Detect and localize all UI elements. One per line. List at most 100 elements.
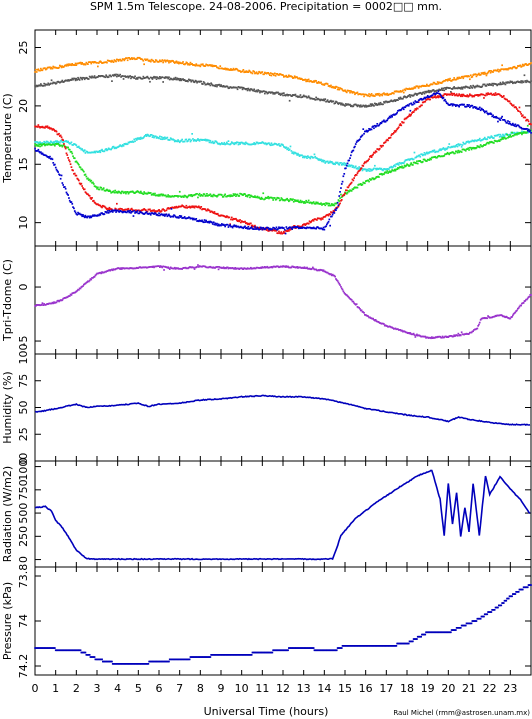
data-point [261, 141, 264, 143]
data-point [364, 168, 366, 170]
data-point [270, 651, 273, 654]
data-point [97, 65, 99, 68]
data-point [415, 93, 417, 95]
data-point [87, 177, 89, 180]
data-point [38, 143, 40, 146]
data-point [339, 202, 341, 205]
data-point [286, 230, 288, 232]
data-point [134, 663, 136, 665]
data-point [221, 142, 223, 144]
data-point [474, 106, 476, 108]
data-point [412, 164, 414, 166]
data-point [426, 96, 428, 99]
data-point [518, 125, 521, 128]
data-point [154, 135, 157, 138]
data-point [192, 218, 194, 221]
series-orange [34, 56, 532, 98]
data-point [190, 206, 193, 208]
data-point [374, 177, 377, 179]
data-point [115, 208, 117, 210]
data-point [158, 77, 160, 80]
data-point [482, 93, 484, 96]
data-point [286, 266, 288, 268]
data-point [457, 104, 460, 107]
data-point [236, 88, 239, 91]
data-point [507, 120, 509, 122]
data-point [393, 99, 396, 101]
data-point [199, 65, 202, 68]
data-point [75, 649, 78, 652]
data-point [40, 151, 42, 153]
data-point [184, 195, 187, 197]
data-point [235, 195, 237, 197]
data-point [271, 197, 274, 199]
data-point [330, 204, 332, 207]
data-point [373, 127, 375, 130]
data-point [404, 331, 407, 333]
data-point [187, 267, 189, 270]
data-point [116, 209, 119, 212]
data-point [43, 303, 45, 305]
data-point [483, 97, 485, 99]
data-point [519, 64, 522, 67]
data-point [234, 193, 236, 195]
data-point [112, 61, 115, 63]
data-point [133, 210, 136, 212]
data-point [459, 143, 462, 146]
data-point [390, 165, 393, 168]
data-point [162, 660, 164, 663]
data-point [322, 160, 325, 163]
data-point [272, 92, 274, 95]
data-point [161, 194, 164, 197]
data-point [270, 91, 273, 94]
data-point [73, 207, 75, 210]
data-point [530, 62, 532, 64]
data-point [342, 103, 345, 106]
data-point [109, 60, 112, 62]
data-point [339, 87, 341, 89]
data-point [312, 201, 315, 203]
data-point [493, 93, 495, 95]
data-point [202, 193, 205, 195]
data-point [171, 658, 174, 661]
data-point [404, 106, 407, 109]
data-point [233, 654, 236, 656]
data-point [245, 222, 248, 224]
data-point [198, 140, 201, 142]
data-point [192, 79, 194, 82]
data-point [302, 155, 305, 158]
data-point [116, 73, 119, 76]
data-point [335, 202, 338, 205]
data-point [421, 104, 423, 107]
data-point [299, 94, 302, 96]
data-point [66, 141, 69, 143]
data-point [451, 94, 454, 96]
data-point [491, 70, 493, 73]
data-point [198, 192, 201, 195]
data-point [246, 227, 249, 230]
data-point [116, 58, 118, 61]
data-point [501, 115, 503, 118]
data-point [352, 300, 355, 303]
data-point [134, 267, 136, 270]
data-point [96, 62, 98, 64]
data-point [131, 140, 134, 143]
data-point [388, 93, 391, 96]
data-point [119, 207, 121, 210]
data-point [243, 87, 245, 90]
data-point [352, 179, 355, 182]
data-point [122, 78, 125, 80]
data-point [188, 205, 191, 208]
y-tick-label: 74 [17, 614, 30, 628]
data-point [224, 654, 226, 656]
data-point [253, 88, 255, 91]
series-cyan [34, 130, 532, 172]
data-point [316, 82, 319, 84]
data-point [525, 63, 527, 65]
data-point [167, 214, 169, 217]
data-point [503, 68, 506, 71]
data-point [80, 63, 83, 65]
data-point [112, 190, 115, 193]
data-point [125, 211, 127, 214]
data-point [230, 654, 233, 656]
